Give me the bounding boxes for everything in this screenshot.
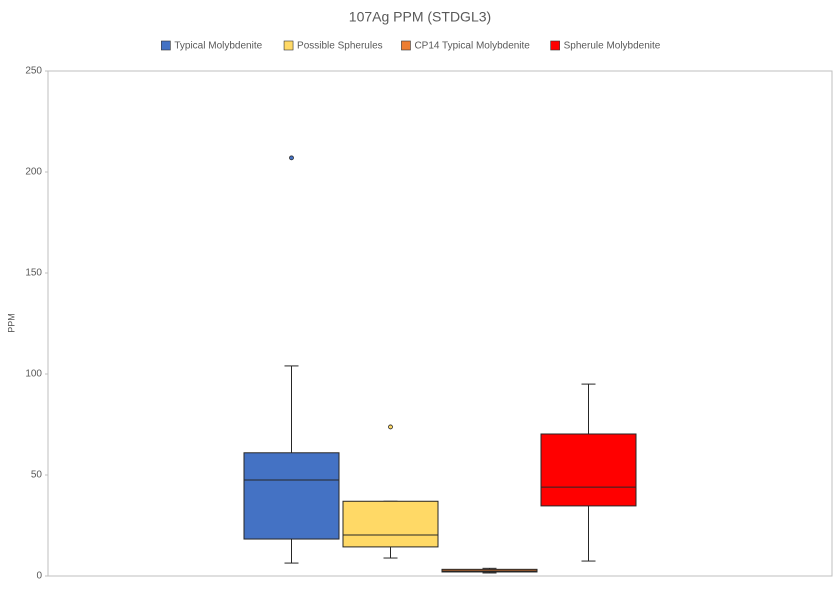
y-tick-label: 100 (25, 369, 42, 380)
legend-label: Possible Spherules (297, 41, 383, 52)
y-tick-label: 0 (36, 571, 42, 582)
plot-area (47, 70, 833, 577)
legend-swatch (550, 40, 560, 51)
legend-label: Typical Molybdenite (174, 41, 262, 52)
y-tick-label: 200 (25, 167, 42, 178)
legend-label: Spherule Molybdenite (564, 41, 661, 52)
y-tick-label: 50 (31, 470, 43, 481)
chart-title: 107Ag PPM (STDGL3) (349, 9, 491, 25)
y-tick-label: 250 (25, 66, 42, 77)
outlier (289, 155, 294, 161)
box (540, 433, 637, 507)
legend-swatch (283, 40, 294, 51)
box (342, 500, 439, 548)
y-axis-label: PPM (6, 313, 16, 333)
legend-label: CP14 Typical Molybdenite (414, 41, 530, 52)
box (243, 452, 340, 540)
legend-swatch (161, 40, 171, 51)
legend-swatch (401, 40, 411, 51)
y-tick-label: 150 (25, 268, 42, 279)
outlier (388, 424, 393, 430)
